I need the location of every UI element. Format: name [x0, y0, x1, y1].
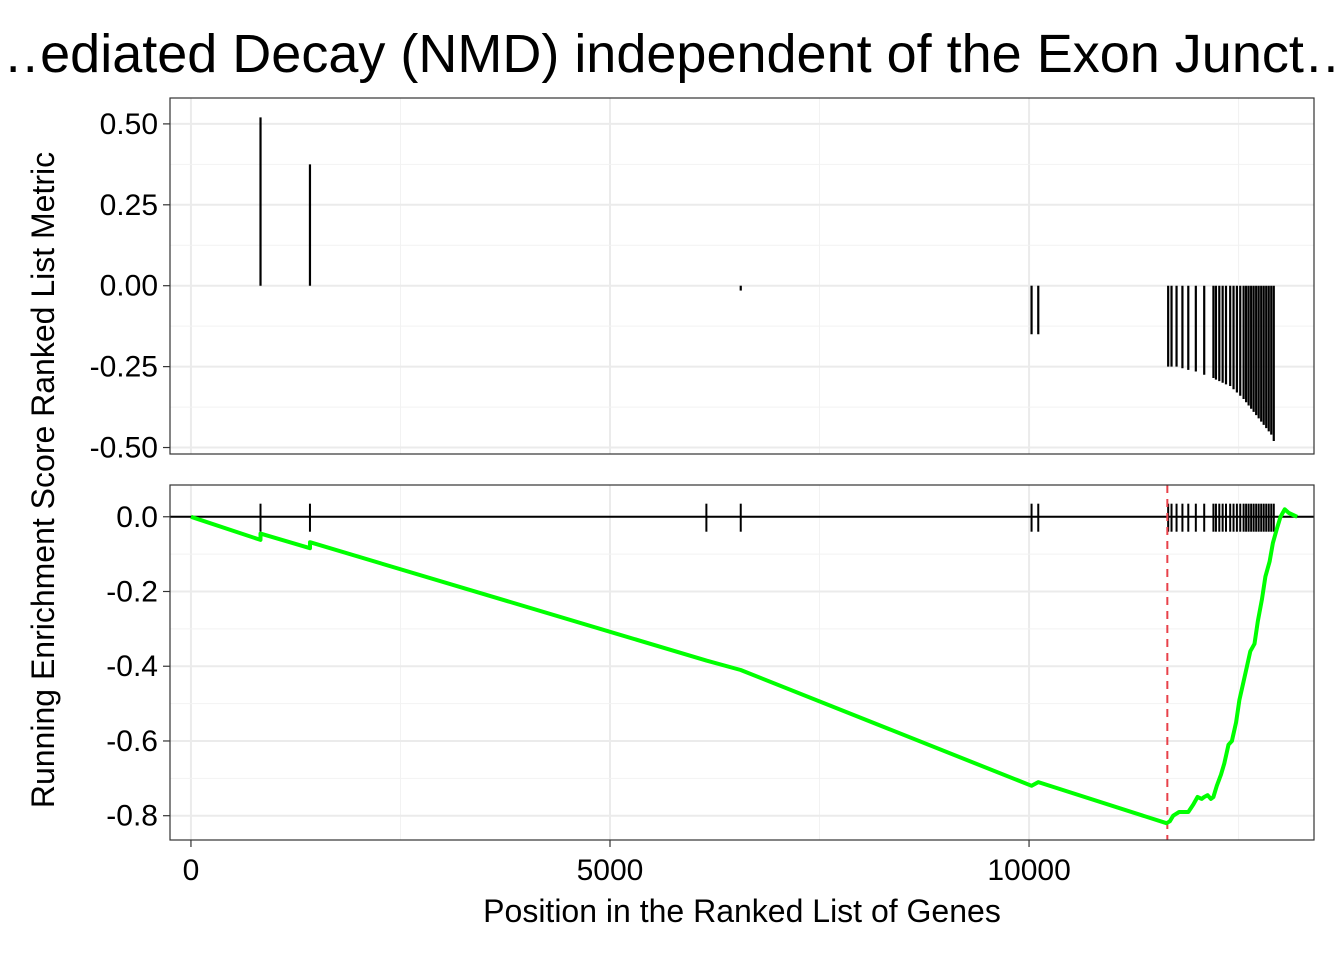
y-axis-title: Running Enrichment Score Ranked List Met…	[25, 152, 61, 808]
ranked-metric-bars	[259, 117, 1275, 442]
running-es-panel: 0.0 -0.2 -0.4 -0.6 -0.8 0 5000 10000	[106, 484, 1315, 887]
x-tick-label: 10000	[987, 854, 1070, 887]
y-tick-label: 0.0	[116, 501, 158, 534]
running-es-series	[190, 507, 1299, 826]
panel-background	[170, 98, 1314, 454]
panel-border	[169, 484, 1315, 841]
chart-title: …ediated Decay (NMD) independent of the …	[0, 24, 1344, 84]
y-axis-title-es: Running Enrichment Score	[25, 426, 61, 808]
x-tick-label: 5000	[577, 854, 644, 887]
running-es-line	[190, 507, 1299, 826]
y-tick-label: -0.8	[106, 800, 158, 833]
x-tick-label: 0	[183, 854, 200, 887]
x-axis-title: Position in the Ranked List of Genes	[483, 893, 1001, 929]
y-tick-label: 0.00	[100, 270, 158, 303]
y-tick-label: -0.50	[90, 432, 158, 465]
y-tick-label: 0.25	[100, 189, 158, 222]
y-tick-label: -0.25	[90, 351, 158, 384]
ranked-metric-panel: 0.50 0.25 0.00 -0.25 -0.50	[90, 97, 1315, 465]
y-axis-title-metric: Ranked List Metric	[25, 152, 61, 417]
y-tick-label: -0.2	[106, 576, 158, 609]
y-axis-ticks: 0.50 0.25 0.00 -0.25 -0.50	[90, 108, 170, 465]
grid-lines	[170, 98, 1314, 454]
panel-background	[170, 485, 1314, 840]
y-tick-label: -0.6	[106, 725, 158, 758]
panel-border	[169, 97, 1315, 455]
y-tick-label: -0.4	[106, 650, 158, 683]
x-axis-ticks: 0 5000 10000	[183, 840, 1071, 887]
reference-lines	[170, 485, 1314, 840]
y-tick-label: 0.50	[100, 108, 158, 141]
y-axis-ticks: 0.0 -0.2 -0.4 -0.6 -0.8	[106, 501, 170, 833]
